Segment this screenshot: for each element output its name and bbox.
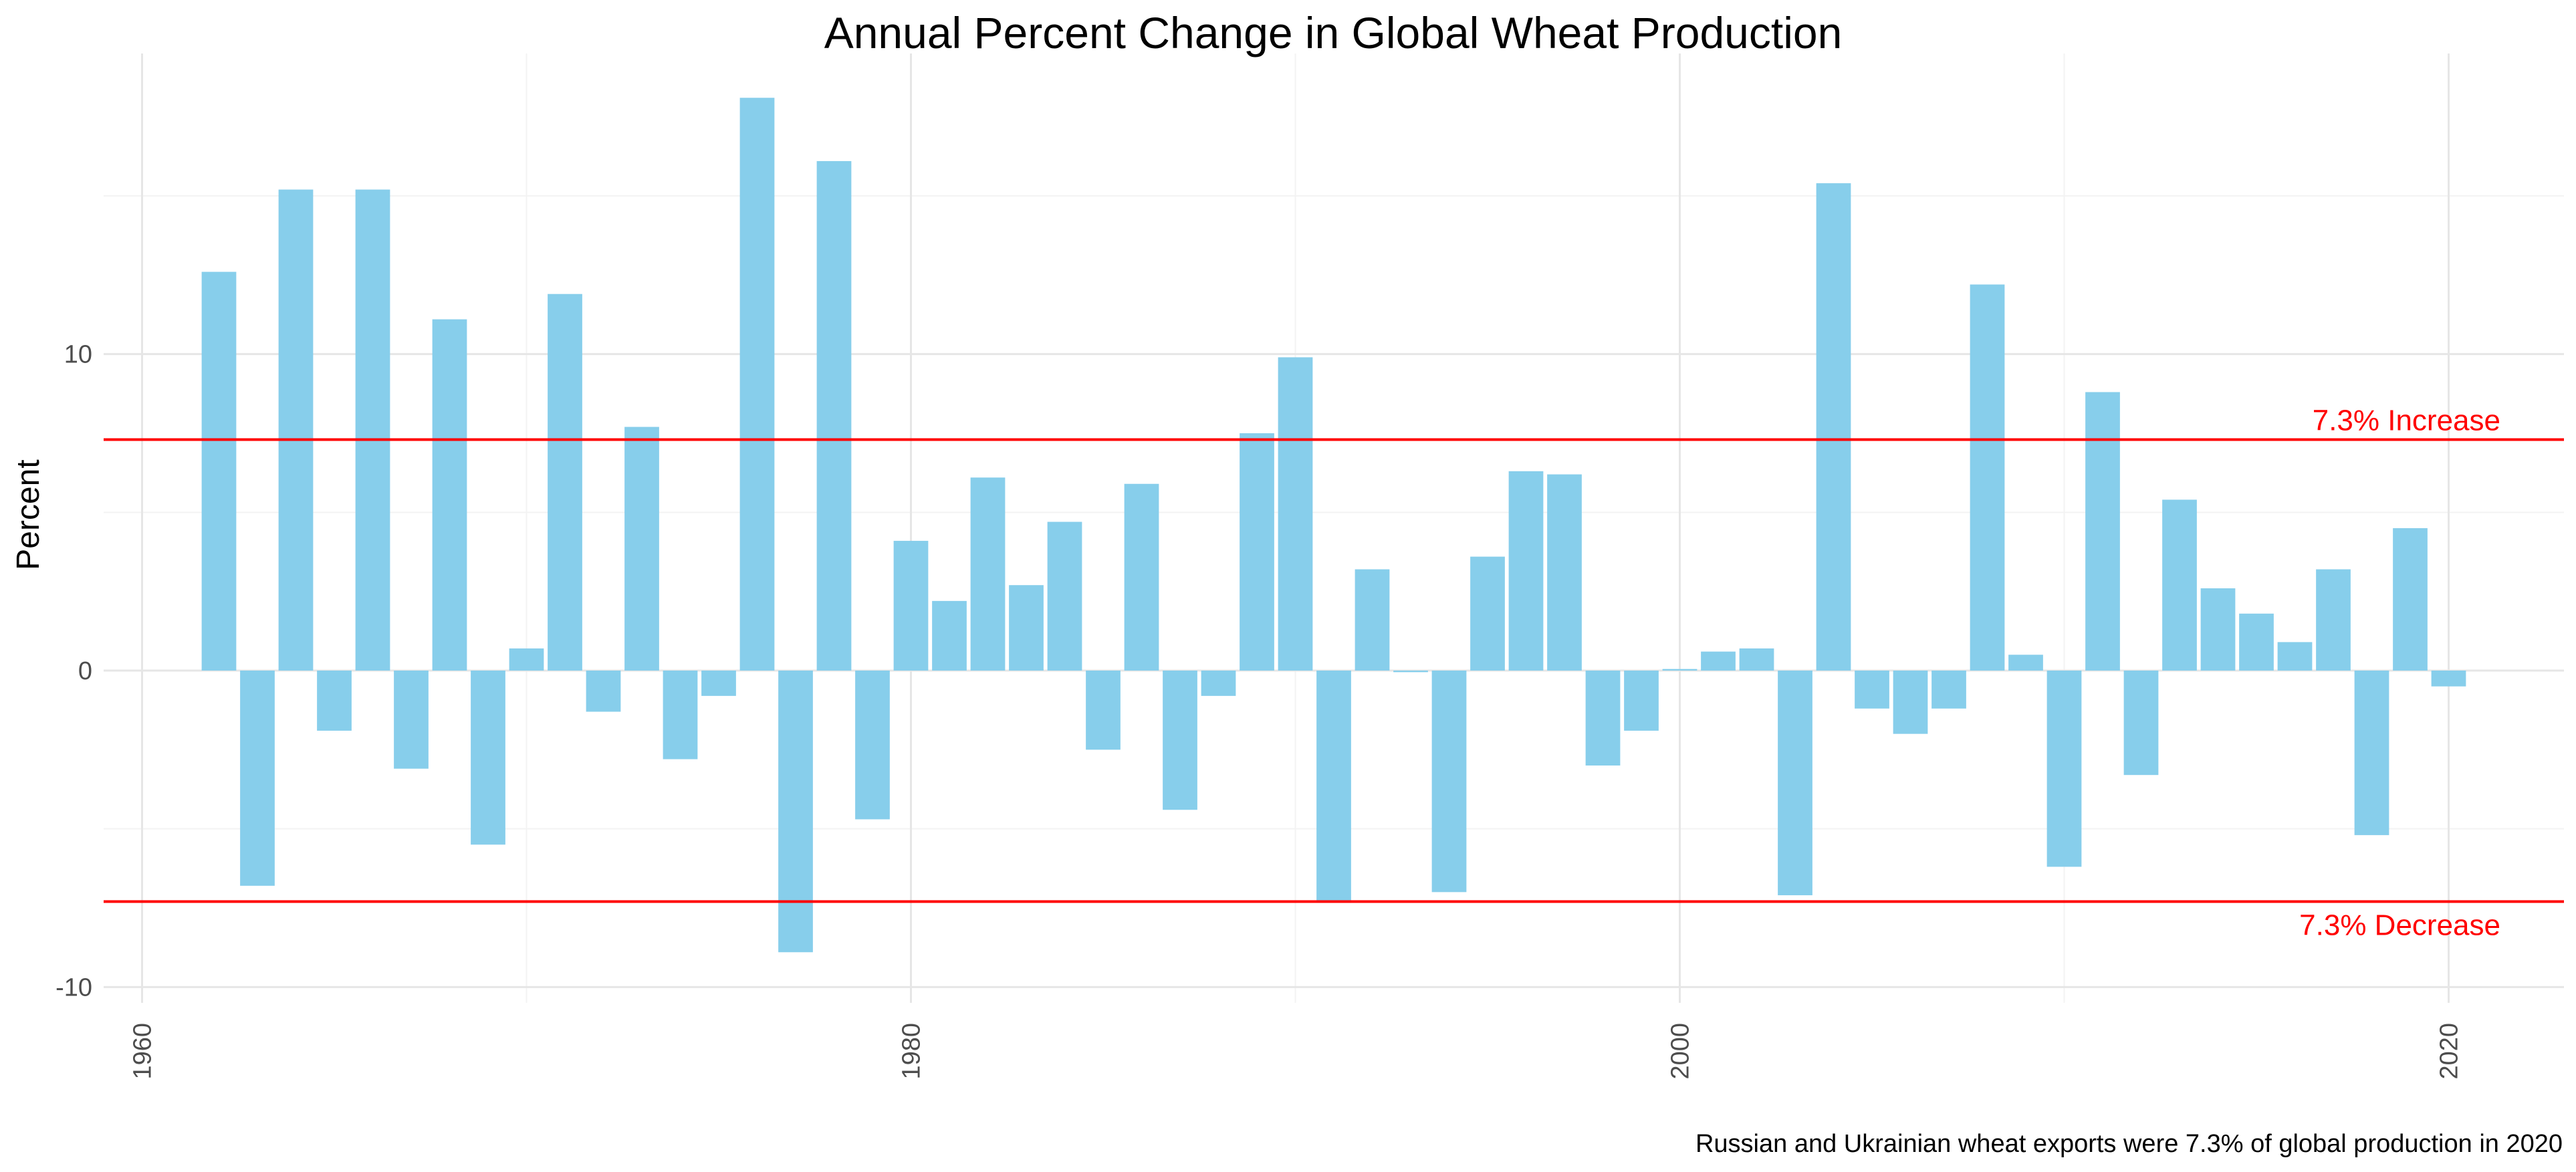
bar-2001 [1701,651,1736,671]
bar-1977 [778,671,813,953]
bar-1993 [1393,671,1428,673]
bar-1991 [1316,671,1351,902]
bar-1962 [201,271,237,671]
bar-1988 [1201,671,1236,696]
bar-1974 [663,671,698,759]
bar-2011 [2085,392,2120,671]
x-tick-label: 2000 [1667,1023,1695,1080]
bar-2015 [2239,613,2274,671]
bar-1968 [432,319,467,671]
bar-2012 [2123,671,2159,776]
bar-1973 [624,427,659,671]
y-axis-label: Percent [11,459,46,570]
x-tick-label: 1980 [898,1023,926,1080]
y-tick-label: 10 [64,341,92,369]
bar-1975 [701,671,736,696]
reference-line-label: 7.3% Decrease [2299,909,2500,942]
bar-2019 [2393,528,2428,671]
bar-2018 [2354,671,2389,836]
chart-title: Annual Percent Change in Global Wheat Pr… [824,8,1843,57]
bar-1997 [1547,474,1582,671]
bar-2009 [2008,655,2043,671]
reference-line-label: 7.3% Increase [2313,404,2500,437]
bar-1989 [1240,433,1274,671]
bar-1966 [355,189,390,671]
bar-1965 [317,671,352,731]
bar-1990 [1278,357,1313,671]
bar-2006 [1893,671,1928,734]
x-tick-label: 2020 [2436,1023,2464,1080]
bar-2013 [2162,499,2197,671]
bar-2003 [1778,671,1812,896]
bar-2016 [2277,642,2313,671]
bar-2005 [1855,671,1889,709]
bar-2007 [1931,671,1966,709]
bar-2020 [2431,671,2466,687]
bar-2000 [1662,669,1697,671]
bars [201,98,2466,953]
bar-1983 [1009,585,1044,671]
y-tick-label: -10 [55,973,92,1002]
chart-caption: Russian and Ukrainian wheat exports were… [1695,1130,2563,1158]
bar-1963 [240,671,275,886]
bar-1964 [278,189,314,671]
bar-2010 [2046,671,2082,867]
bar-1987 [1163,671,1197,810]
bar-1996 [1508,471,1544,671]
bar-1971 [548,294,582,671]
bar-2017 [2316,569,2351,671]
bar-1994 [1431,671,1467,893]
bar-1978 [816,160,852,671]
axis-ticks: 1960 1980 2000 2020 -10 0 10 [55,341,2463,1080]
bar-1976 [739,98,775,671]
bar-1985 [1086,671,1121,750]
y-tick-label: 0 [78,657,92,685]
bar-1967 [394,671,429,769]
reference-lines: 7.3% Increase 7.3% Decrease [104,404,2564,942]
bar-1995 [1470,556,1505,671]
x-tick-label: 1960 [129,1023,157,1080]
bar-1981 [932,600,967,671]
bar-1972 [586,671,621,712]
bar-1979 [855,671,890,820]
bar-2002 [1739,648,1774,671]
bar-1969 [471,671,505,845]
bar-1970 [509,648,544,671]
bar-2008 [1970,284,2005,671]
bar-2014 [2200,588,2236,671]
bar-1992 [1355,569,1390,671]
bar-1986 [1124,483,1159,671]
bar-1999 [1624,671,1659,731]
bar-2004 [1816,183,1851,671]
bar-1980 [893,540,929,671]
bar-1998 [1585,671,1621,766]
bar-1984 [1047,521,1082,671]
bar-1982 [970,477,1006,671]
